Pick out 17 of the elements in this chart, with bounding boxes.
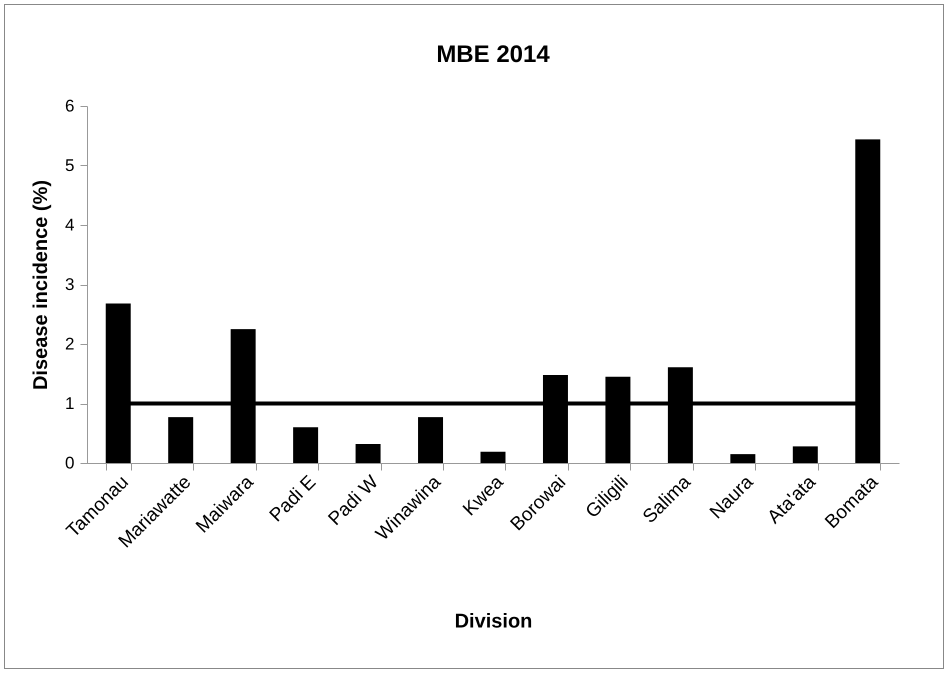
bar: [480, 452, 506, 463]
y-tick-label: 1: [65, 394, 74, 413]
bar: [730, 454, 756, 463]
y-tick-label: 0: [65, 454, 74, 472]
y-axis-title: Disease incidence (%): [30, 180, 52, 390]
y-tick-label: 3: [65, 275, 74, 294]
bar: [792, 446, 818, 463]
chart-title: MBE 2014: [436, 41, 550, 68]
bar: [293, 427, 318, 463]
x-axis-title: Division: [454, 610, 532, 633]
y-tick-label: 6: [65, 96, 74, 116]
bar: [356, 444, 381, 463]
y-tick-label: 2: [65, 334, 74, 354]
bar: [168, 417, 194, 463]
y-tick-label: 5: [65, 156, 74, 175]
bar: [418, 417, 444, 463]
y-tick-label: 4: [65, 216, 74, 234]
